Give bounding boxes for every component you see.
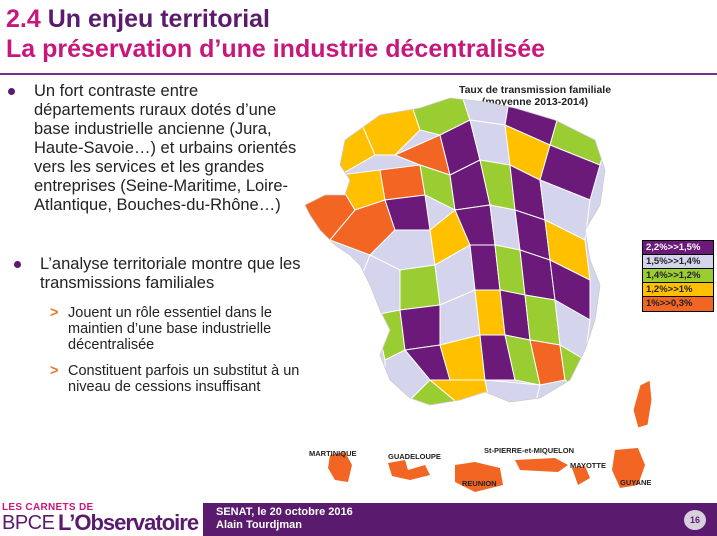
- sub-bullet-item: > Jouent un rôle essentiel dans le maint…: [46, 305, 301, 353]
- page-number-badge: 16: [684, 510, 706, 530]
- legend-item: 1,5%>>1,4%: [643, 255, 713, 269]
- sub-bullet-text: Constituent parfois un substitut à un ni…: [68, 363, 300, 395]
- stpierre-shape: [515, 458, 568, 472]
- legend-item: 2,2%>>1,5%: [643, 241, 713, 255]
- bullet-item: Un fort contraste entre départements rur…: [6, 82, 301, 215]
- bullet-item: L’analyse territoriale montre que les tr…: [10, 255, 305, 293]
- sub-bullet-item: > Constituent parfois un substitut à un …: [46, 363, 301, 395]
- title-divider: [0, 73, 717, 75]
- mayotte-label: MAYOTTE: [570, 461, 606, 470]
- section-number: 2.4: [6, 5, 41, 33]
- chevron-right-icon: >: [50, 305, 59, 321]
- mayotte-shape: [572, 466, 590, 485]
- martinique-shape: [328, 452, 352, 482]
- reunion-shape: [455, 462, 503, 492]
- brand-tagline: LES CARNETS DE: [2, 502, 94, 513]
- slide-subtitle: La préservation d’une industrie décentra…: [6, 35, 546, 63]
- stpierre-label: St-PIERRE-et-MIQUELON: [484, 446, 574, 455]
- sub-bullet-text: Jouent un rôle essentiel dans le maintie…: [68, 305, 272, 353]
- bullet-dot-icon: [8, 88, 15, 95]
- map-legend: 2,2%>>1,5% 1,5%>>1,4% 1,4%>>1,2% 1,2%>>1…: [642, 240, 714, 312]
- bullet-dot-icon: [14, 261, 21, 268]
- legend-item: 1,4%>>1,2%: [643, 269, 713, 283]
- footer-event: SENAT, le 20 octobre 2016: [216, 506, 353, 518]
- france-map-figure: Taux de transmission familiale (moyenne …: [300, 80, 717, 500]
- footer-info: SENAT, le 20 octobre 2016 Alain Tourdjma…: [216, 506, 353, 532]
- guyane-shape: [612, 448, 645, 488]
- france-map: [304, 97, 653, 492]
- guadeloupe-shape: [388, 460, 430, 480]
- guyane-label: GUYANE: [620, 478, 652, 487]
- guadeloupe-label: GUADELOUPE: [388, 452, 441, 461]
- chevron-right-icon: >: [50, 363, 59, 379]
- section-title: Un enjeu territorial: [47, 5, 270, 33]
- martinique-label: MARTINIQUE: [309, 449, 357, 458]
- legend-item: 1%>>0,3%: [643, 297, 713, 311]
- brand-bpce-logo: BPCE: [2, 512, 55, 534]
- slide-title: 2.4 Un enjeu territorial La préservation…: [6, 4, 706, 64]
- map-title-line-2: (moyenne 2013-2014): [481, 96, 589, 108]
- map-title-line-1: Taux de transmission familiale: [458, 84, 612, 96]
- bullet-text: L’analyse territoriale montre que les tr…: [40, 255, 301, 292]
- title-line-1: 2.4 Un enjeu territorial: [6, 4, 706, 34]
- bullet-text: Un fort contraste entre départements rur…: [34, 82, 297, 214]
- brand-observatoire-logo: L’Observatoire: [58, 510, 199, 535]
- footer-author: Alain Tourdjman: [216, 519, 302, 531]
- corse-shape: [632, 379, 653, 429]
- legend-item: 1,2%>>1%: [643, 283, 713, 297]
- reunion-label: REUNION: [462, 479, 497, 488]
- footer-bar: [203, 503, 717, 536]
- bullet-list: Un fort contraste entre départements rur…: [6, 82, 301, 395]
- map-title: Taux de transmission familiale (moyenne …: [400, 84, 670, 108]
